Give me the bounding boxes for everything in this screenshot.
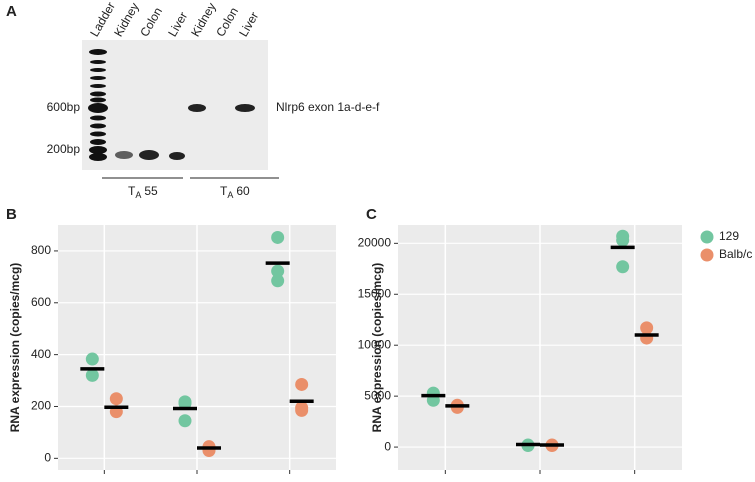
dot [271,274,285,288]
y-tick-label: 200 [31,399,51,413]
dot [178,396,192,410]
lane-label: Colon [213,5,241,39]
lane-label: Liver [236,10,261,40]
dot [271,230,285,244]
y-tick-label: 20000 [358,236,392,250]
dot [271,264,285,278]
y-tick-label: 800 [31,243,51,257]
group-label: TA 55 [128,184,158,200]
legend-swatch [700,248,714,262]
panel-label: A [6,3,17,20]
dot [295,377,309,391]
band-label: Nlrp6 exon 1a-d-e-f [276,100,380,114]
legend-swatch [700,230,714,244]
dot [616,233,630,247]
panel-label: C [366,206,377,223]
y-tick-label: 600 [31,295,51,309]
y-tick-label: 0 [44,451,51,465]
bands [115,104,255,160]
y-axis-title: RNA expression (copies/mcg) [8,263,22,433]
dot [616,260,630,274]
dot [85,352,99,366]
legend-label: 129 [719,229,739,243]
marker-label: 200bp [47,142,81,156]
dot [178,414,192,428]
legend-label: Balb/c [719,247,752,261]
y-tick-label: 15000 [358,286,392,300]
y-tick-label: 5000 [364,388,391,402]
dot [640,321,654,335]
y-tick-label: 10000 [358,337,392,351]
dot [202,444,216,458]
lane-label: Colon [137,5,165,39]
group-label: TA 60 [220,184,250,200]
dot [109,392,123,406]
y-axis-title: RNA expression (copies/mcg) [370,263,384,433]
panel-label: B [6,206,17,223]
marker-label: 600bp [47,100,81,114]
lane-label: Liver [165,10,190,40]
dot [295,403,309,417]
ladder [88,49,108,161]
dot [85,368,99,382]
y-tick-label: 0 [384,439,391,453]
y-tick-label: 400 [31,347,51,361]
gel [82,40,268,170]
